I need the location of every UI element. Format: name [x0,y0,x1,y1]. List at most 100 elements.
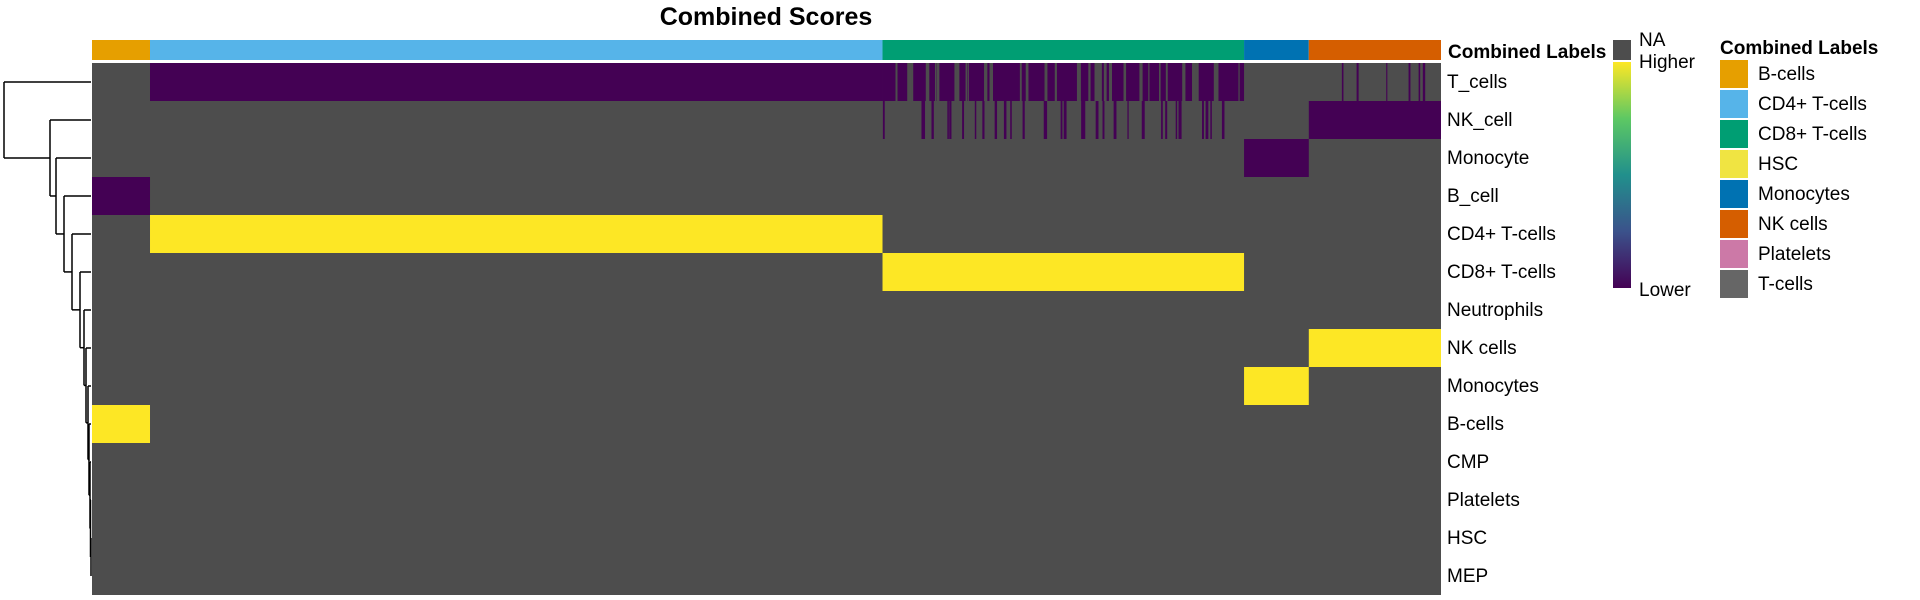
legend-label-cd8-t-cells: CD8+ T-cells [1758,124,1867,145]
cell-nk-cell-cd8-t-cells-stripe [1202,101,1204,139]
cell-b-cell-b-cells [92,177,151,215]
cell-nk-cell-cd8-t-cells-stripe [1165,101,1168,139]
cell-t-cells-cd8-t-cells-gap [1103,63,1105,101]
legend-title: Combined Labels [1720,38,1878,59]
cell-t-cells-cd8-t-cells-gap [1108,63,1112,101]
cell-t-cells-cd8-t-cells-gap [1216,63,1219,101]
legend-swatch-t-cells [1720,270,1748,298]
row-label-cmp: CMP [1447,452,1489,473]
cell-nk-cell-cd8-t-cells-stripe [1044,101,1048,139]
row-label-b-cells: B-cells [1447,414,1504,435]
cell-cd8-t-cells-cd8-t-cells [882,253,1245,291]
cell-nk-cells-nk-cells [1308,329,1441,367]
cell-nk-cell-cd8-t-cells-stripe [1161,101,1163,139]
cell-t-cells-cd8-t-cells-gap [1045,63,1048,101]
cell-t-cells-cd8-t-cells-gap [907,63,911,101]
cell-t-cells-cd8-t-cells-gap [1096,63,1099,101]
cell-nk-cell-cd8-t-cells-stripe [962,101,965,139]
row-dendrogram [3,81,92,576]
legend-swatch-b-cells [1720,60,1748,88]
cell-t-cells-cd8-t-cells-gap [1088,63,1091,101]
cell-t-cells-cd8-t-cells-gap [1213,63,1218,101]
cell-t-cells-cd4-t-cells [150,63,883,101]
legend-swatch-monocytes [1720,180,1748,208]
legend-label-monocytes: Monocytes [1758,184,1850,205]
cell-t-cells-cd8-t-cells-gap [925,63,930,101]
cell-b-cells-b-cells [92,405,151,443]
cell-nk-cell-cd8-t-cells-stripe [1141,101,1145,139]
cell-t-cells-cd8-t-cells-gap [934,63,937,101]
category-legend: Combined Labels B-cells CD4+ T-cells CD8+ … [1720,38,1878,298]
legend-swatch-platelets [1720,240,1748,268]
cell-nk-cell-cd8-t-cells-stripe [1205,101,1209,139]
cell-t-cells-cd8-t-cells-gap [1054,63,1057,101]
cell-nk-cell-cd8-t-cells-stripe [1081,101,1083,139]
cell-nk-cell-cd8-t-cells-stripe [994,101,998,139]
cell-t-cells-cd8-t-cells-gap [936,63,940,101]
row-label-monocyte: Monocyte [1447,148,1529,169]
legend-swatch-cd4-t-cells [1720,90,1748,118]
cell-t-cells-cd8-t-cells-gap [989,63,993,101]
annotation-segment-cd8-t-cells [882,40,1245,60]
cell-t-cells-cd8-t-cells-gap [965,63,968,101]
cell-nk-cell-cd8-t-cells-stripe [1060,101,1063,139]
scale-na-swatch [1613,40,1631,60]
cell-t-cells-nk-cells-stripe [1356,63,1359,101]
cell-t-cells-cd8-t-cells-gap [1104,63,1107,101]
cell-nk-cell-cd8-t-cells-stripe [1175,101,1178,139]
annotation-title: Combined Labels [1448,42,1606,63]
annotation-segment-monocytes [1244,40,1309,60]
cell-nk-cell-cd8-t-cells-stripe [922,101,926,139]
cell-t-cells-cd8-t-cells-gap [1025,63,1029,101]
cell-t-cells-cd8-t-cells-gap [895,63,898,101]
cell-nk-cell-cd8-t-cells-stripe [1022,101,1025,139]
row-label-t-cells: T_cells [1447,72,1507,93]
cell-nk-cell-cd8-t-cells-stripe [882,101,885,139]
scale-na-label: NA [1639,30,1666,51]
cell-t-cells-nk-cells-stripe [1418,63,1421,101]
legend-swatch-hsc [1720,150,1748,178]
cell-nk-cell-cd8-t-cells-stripe [949,101,952,139]
cell-nk-cell-cd8-t-cells-stripe [947,101,949,139]
cell-cd4-t-cells-cd4-t-cells [150,215,883,253]
cell-nk-cell-cd8-t-cells-stripe [1082,101,1086,139]
scale-gradient-bar [1613,62,1631,288]
cell-t-cells-nk-cells-stripe [1408,63,1411,101]
cell-t-cells-cd8-t-cells-gap [984,63,988,101]
column-annotation-bar [92,40,1441,60]
cell-t-cells-cd8-t-cells-gap [1044,63,1046,101]
legend-label-platelets: Platelets [1758,244,1831,265]
cell-t-cells-cd8-t-cells-gap [1148,63,1150,101]
legend-swatch-cd8-t-cells [1720,120,1748,148]
legend-label-nk-cells: NK cells [1758,214,1828,235]
row-label-cd8-t-cells: CD8+ T-cells [1447,262,1556,283]
cell-t-cells-cd8-t-cells-gap [1139,63,1143,101]
row-label-platelets: Platelets [1447,490,1520,511]
cell-t-cells-cd8-t-cells-gap [1099,63,1102,101]
row-label-neutrophils: Neutrophils [1447,300,1543,321]
cell-nk-cell-cd8-t-cells-stripe [931,101,934,139]
cell-t-cells-cd8-t-cells-gap [954,63,957,101]
cell-nk-cell-cd8-t-cells-stripe [1210,101,1212,139]
cell-t-cells-cd8-t-cells-gap [1182,63,1186,101]
cell-t-cells-nk-cells-stripe [1422,63,1426,101]
cell-nk-cell-cd8-t-cells-stripe [1010,101,1012,139]
cell-nk-cell-cd8-t-cells-stripe [982,101,985,139]
cell-t-cells-cd8-t-cells-gap [1196,63,1199,101]
row-label-monocytes: Monocytes [1447,376,1539,397]
row-label-b-cell: B_cell [1447,186,1499,207]
cell-t-cells-cd8-t-cells-gap [1094,63,1098,101]
cell-t-cells-cd8-t-cells-gap [1019,63,1022,101]
cell-nk-cell-cd8-t-cells-stripe [1102,101,1105,139]
scale-low-label: Lower [1639,280,1691,301]
annotation-segment-nk-cells [1308,40,1441,60]
cell-monocyte-monocytes [1244,139,1309,177]
cell-t-cells-nk-cells-stripe [1386,63,1388,101]
legend-label-t-cells: T-cells [1758,274,1813,295]
cell-nk-cell-cd8-t-cells-stripe [974,101,977,139]
row-label-mep: MEP [1447,566,1488,587]
row-label-cd4-t-cells: CD4+ T-cells [1447,224,1556,245]
cell-t-cells-nk-cells-stripe [1341,63,1344,101]
